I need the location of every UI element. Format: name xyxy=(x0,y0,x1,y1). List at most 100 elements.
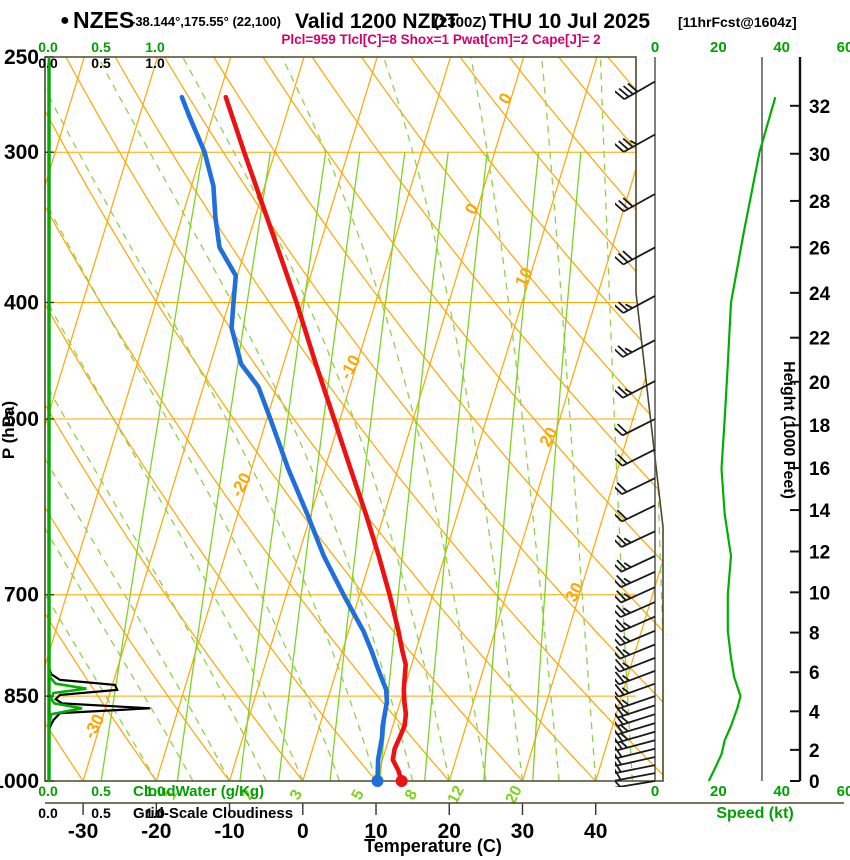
cloudwater-axis-label: CloudWater (g/Kg) xyxy=(133,783,264,800)
height-tick-label: 14 xyxy=(809,501,831,522)
forecast-info: [11hrFcst@1604z] xyxy=(678,14,797,30)
pressure-tick-label: 500 xyxy=(4,408,39,431)
height-tick-label: 8 xyxy=(809,624,820,645)
cloudiness-bottom-tick-label: 1.0 xyxy=(145,805,165,821)
speed-axis-label: Speed (kt) xyxy=(716,805,793,822)
cloudwater-top-tick-label: 0.5 xyxy=(91,39,111,55)
dry-adiabat-line xyxy=(163,57,663,781)
wind-barb xyxy=(615,657,656,673)
dry-adiabat-line xyxy=(45,57,231,781)
wind-barb xyxy=(615,448,656,467)
mixing-ratio-line xyxy=(278,152,361,781)
temperature-tick-label: 0 xyxy=(297,820,309,843)
cloudwater-top-tick-label: 0.0 xyxy=(38,39,58,55)
pressure-tick-label: 1000 xyxy=(0,770,39,793)
wind-barb xyxy=(615,615,656,633)
wind-barb xyxy=(615,670,656,686)
height-tick-label: 20 xyxy=(809,373,830,394)
height-tick-label: 24 xyxy=(809,284,831,305)
moist-adiabat-line xyxy=(182,57,450,781)
wind-barb xyxy=(615,643,656,660)
moist-adiabat-line xyxy=(45,57,231,781)
moist-adiabat-line xyxy=(45,57,304,781)
speed-top-tick-label: 60 xyxy=(837,39,850,56)
pressure-tick-label: 300 xyxy=(4,141,39,164)
pressure-tick-label: 850 xyxy=(4,685,39,708)
isotherm-line xyxy=(155,57,378,781)
speed-profile-line xyxy=(707,96,777,782)
isotherm-line xyxy=(45,57,232,781)
temperature-axis-label: Temperature (C) xyxy=(364,836,502,856)
mixing-ratio-line xyxy=(532,152,582,781)
moist-adiabat-line xyxy=(599,57,633,781)
cloudwater-bottom-tick-label: 0.5 xyxy=(91,783,111,799)
wind-barb xyxy=(615,418,656,437)
moist-adiabat-line xyxy=(45,57,194,781)
valid-time: Valid 1200 NZDT xyxy=(295,10,459,33)
moist-adiabat-line xyxy=(382,57,524,781)
wind-barb xyxy=(615,193,656,213)
sounding-layer xyxy=(179,94,409,781)
isotherm-line xyxy=(521,57,663,781)
wind-barb xyxy=(615,530,656,548)
wind-barb xyxy=(615,586,656,604)
mixing-ratio-label: 20 xyxy=(503,783,526,807)
dry-adiabat-line xyxy=(410,57,663,781)
cloudwater-profile-line xyxy=(47,57,87,781)
temperature-tick-label: 40 xyxy=(584,820,607,843)
pressure-tick-label: 250 xyxy=(4,46,39,69)
cloudwater-top-tick-label: 1.0 xyxy=(145,39,165,55)
wind-barb xyxy=(615,504,656,523)
wind-barb xyxy=(615,477,656,496)
mixing-ratio-line xyxy=(100,152,204,781)
station-marker-icon: ● xyxy=(60,12,70,29)
isotherm-line xyxy=(595,57,663,781)
dry-adiabat-line xyxy=(65,57,597,781)
mixing-ratio-line xyxy=(329,152,406,781)
pressure-axis-label: P (hPa) xyxy=(0,401,18,459)
wind-barb xyxy=(615,682,656,698)
temperature-tick-label: -20 xyxy=(141,820,171,843)
station-name: NZES xyxy=(73,7,134,33)
moist-adiabat-line xyxy=(45,57,341,781)
moist-adiabat-line xyxy=(470,57,560,781)
temperature-tick-label: -10 xyxy=(214,820,244,843)
wind-barb xyxy=(615,133,656,153)
moist-adiabat-line xyxy=(541,57,597,781)
height-tick-label: 0 xyxy=(809,772,820,793)
temperature-surface-marker xyxy=(395,775,408,787)
stability-indices: Plcl=959 Tlcl[C]=8 Shox=1 Pwat[cm]=2 Cap… xyxy=(281,32,600,47)
station-coords: -38.144°,175.55° (22,100) xyxy=(131,14,281,29)
height-tick-label: 26 xyxy=(809,238,830,259)
wind-barb xyxy=(615,80,656,100)
wind-barb xyxy=(615,629,656,647)
wind-barb xyxy=(615,601,656,618)
dry-adiabat-line xyxy=(114,57,663,781)
speed-bottom-tick-label: 40 xyxy=(773,783,790,800)
height-tick-label: 32 xyxy=(809,97,830,118)
height-tick-label: 10 xyxy=(809,583,830,604)
dry-adiabat-line xyxy=(311,57,663,781)
dry-adiabat-line xyxy=(262,57,663,781)
mixing-ratio-line xyxy=(424,152,488,781)
height-axis-label: Height (1000 Feet) xyxy=(780,361,797,499)
wind-barb xyxy=(615,695,656,710)
wind-barb xyxy=(615,339,656,358)
speed-bottom-tick-label: 20 xyxy=(710,783,727,800)
speed-top-tick-label: 40 xyxy=(773,39,790,56)
dewpoint-trace xyxy=(179,94,390,781)
pressure-tick-label: 700 xyxy=(4,584,39,607)
wind-barb xyxy=(615,555,656,573)
height-tick-label: 16 xyxy=(809,459,830,480)
cloudwater-bottom-tick-label: 0.0 xyxy=(38,783,58,799)
temperature-trace xyxy=(223,94,409,781)
speed-bottom-tick-label: 60 xyxy=(837,783,850,800)
wind-barb xyxy=(615,712,656,727)
height-tick-label: 2 xyxy=(809,741,820,762)
speed-top-tick-label: 0 xyxy=(651,39,659,56)
mixing-ratio-line xyxy=(483,152,540,781)
height-tick-label: 6 xyxy=(809,663,820,684)
speed-bottom-tick-label: 0 xyxy=(651,783,659,800)
moist-adiabat-line xyxy=(45,57,267,781)
